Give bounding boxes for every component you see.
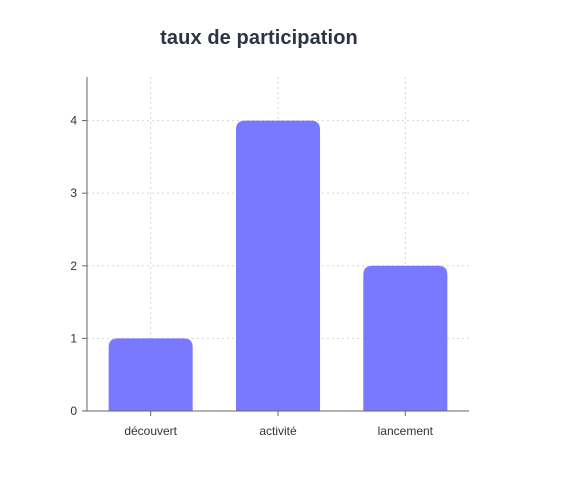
- y-tick-label: 2: [70, 259, 77, 273]
- bar-series: [108, 120, 448, 411]
- bar-activité[interactable]: [235, 120, 321, 411]
- bar-lancement[interactable]: [363, 265, 448, 411]
- y-tick-label: 0: [70, 404, 77, 418]
- axes: [82, 77, 469, 416]
- x-tick-label: activité: [259, 424, 297, 438]
- tick-labels: 0 1 2 3 4 découvert activité lancement: [70, 114, 433, 438]
- y-tick-label: 3: [70, 186, 77, 200]
- x-tick-label: lancement: [378, 424, 434, 438]
- y-tick-label: 4: [70, 114, 77, 128]
- chart-title: taux de participation: [160, 27, 358, 49]
- bar-découvert[interactable]: [108, 338, 193, 411]
- x-tick-label: découvert: [124, 424, 177, 438]
- y-tick-label: 1: [70, 331, 77, 345]
